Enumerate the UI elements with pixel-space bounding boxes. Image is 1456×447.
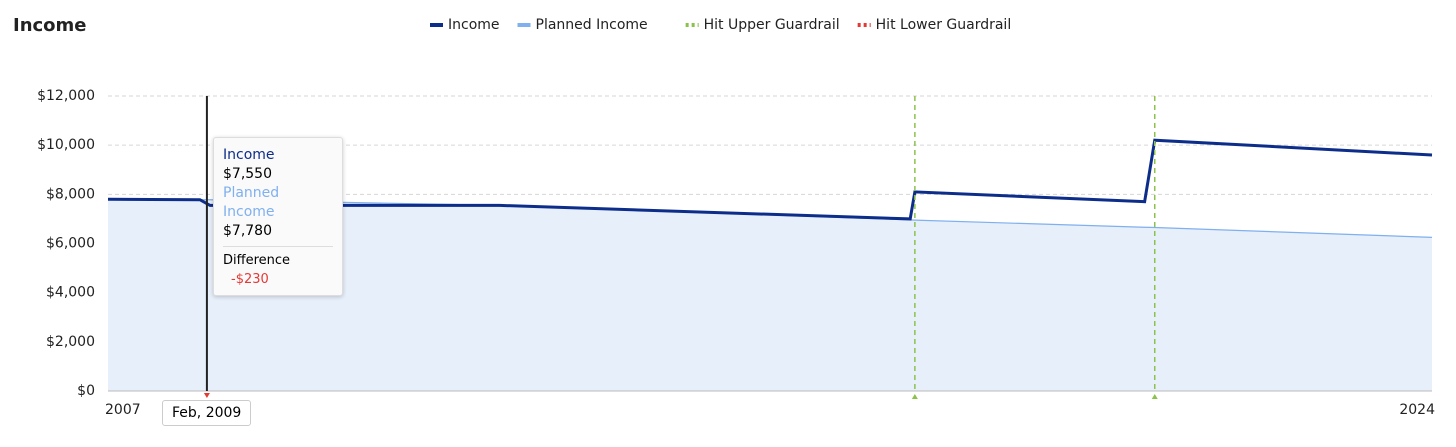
tooltip-value: -$230 [231, 272, 269, 287]
y-tick-label: $8,000 [46, 186, 95, 202]
x-tick-label: 2024 [1399, 402, 1435, 418]
tooltip-label: Difference [223, 253, 291, 268]
cursor-label: Feb, 2009 [162, 400, 252, 426]
legend-label: Hit Lower Guardrail [876, 17, 1012, 33]
planned-area [108, 199, 1432, 391]
chart-title: Income [13, 15, 87, 36]
x-tick-label: 2007 [105, 402, 141, 418]
legend-label: Income [448, 17, 500, 33]
tooltip: Income $7,550 Planned Income $7,780 Diff… [213, 137, 343, 296]
y-tick-label: $4,000 [46, 285, 95, 301]
legend-label: Planned Income [536, 17, 648, 33]
line [107, 138, 1433, 221]
legend-label: Hit Upper Guardrail [704, 17, 840, 33]
tooltip-difference: Difference -$230 [223, 246, 333, 289]
y-tick-label: $10,000 [37, 137, 95, 153]
y-tick-label: $12,000 [37, 88, 95, 104]
tooltip-value: $7,780 [223, 223, 272, 239]
y-tick-label: $0 [77, 383, 95, 399]
tooltip-label: Income [223, 147, 275, 163]
tooltip-label: Planned Income [223, 185, 280, 220]
guardrail-marker [911, 394, 918, 399]
guardrail-marker [1151, 394, 1158, 399]
y-tick-label: $2,000 [46, 334, 95, 350]
y-tick-label: $6,000 [46, 236, 95, 252]
cursor-marker [203, 393, 210, 398]
tooltip-value: $7,550 [223, 166, 272, 182]
